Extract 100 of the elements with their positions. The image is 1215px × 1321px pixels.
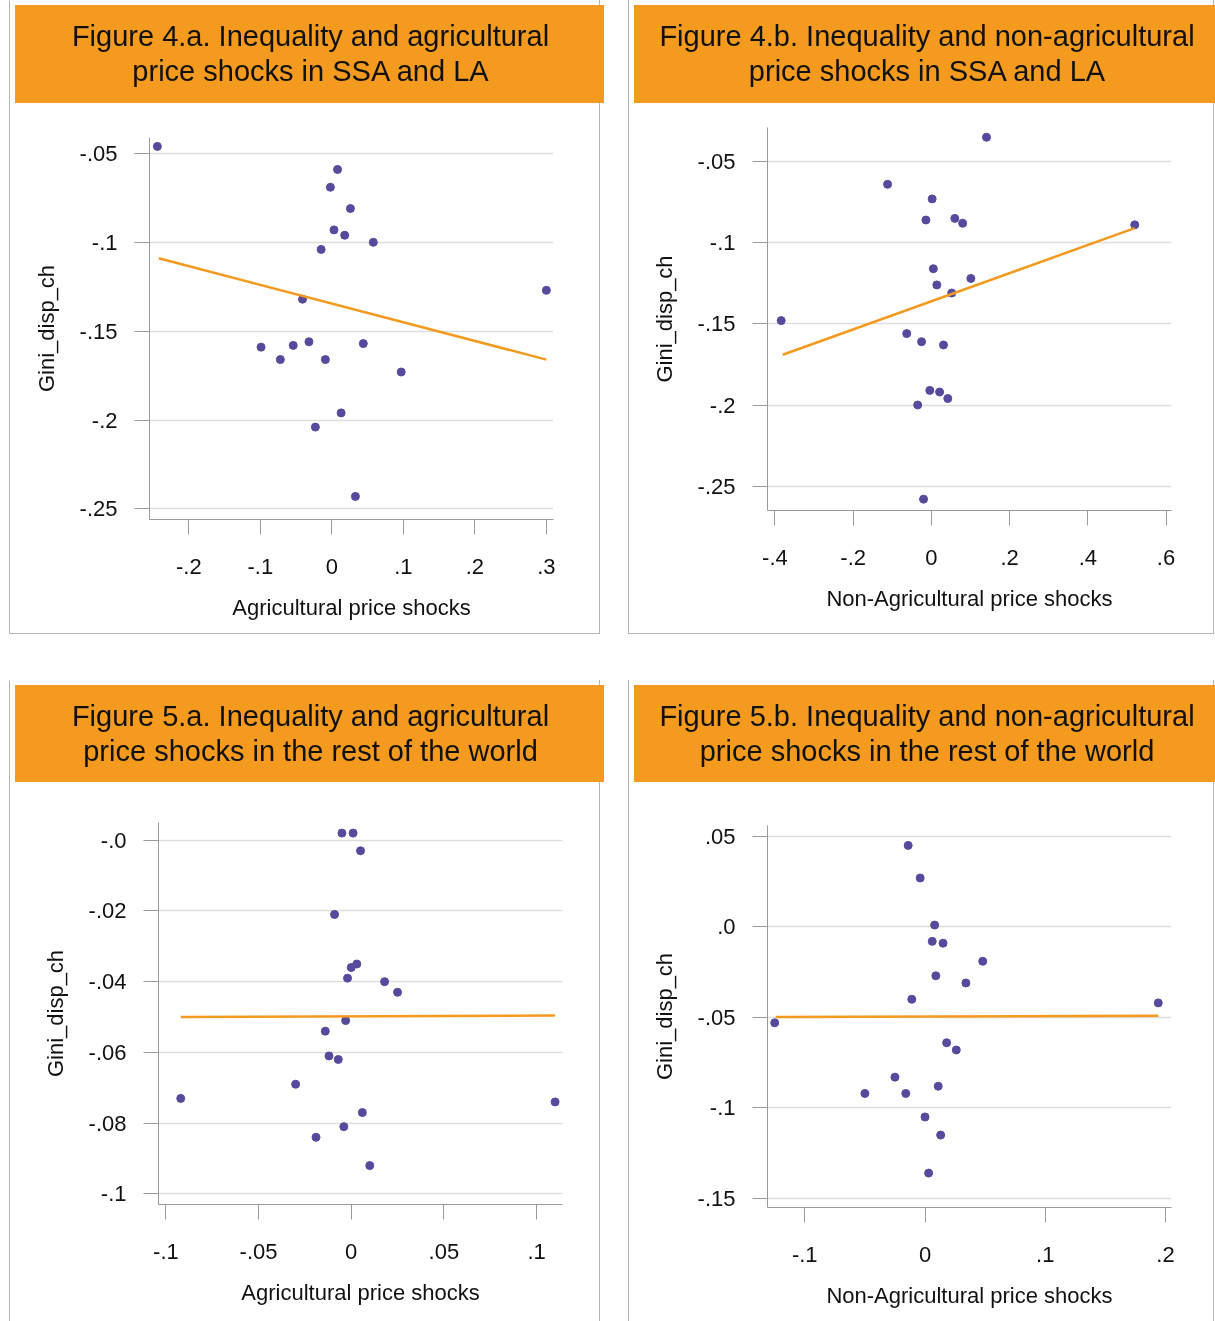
point (978, 956, 988, 966)
point (924, 1168, 934, 1178)
point (1153, 998, 1163, 1008)
point (925, 385, 935, 395)
x-axis-title: Non-Agricultural price shocks (826, 1282, 1113, 1308)
y-tick-label: -.0 (100, 827, 127, 853)
point (358, 339, 368, 349)
x-axis-title: Agricultural price shocks (241, 1279, 480, 1305)
point (345, 204, 355, 214)
point (890, 1072, 900, 1082)
y-tick-label: .0 (717, 914, 736, 940)
x-tick-label: .1 (1036, 1241, 1055, 1267)
chart-title: Figure 4.a. Inequality and agricultural price shocks in SSA and LA (15, 5, 606, 103)
y-tick-label: -.05 (697, 149, 736, 175)
y-tick-label: -.2 (91, 407, 118, 433)
x-tick-label: .1 (394, 553, 413, 579)
x-tick-label: -.4 (762, 544, 788, 570)
point (337, 828, 347, 838)
point (365, 1161, 375, 1171)
point (310, 422, 320, 432)
point (961, 978, 971, 988)
point (333, 1054, 343, 1064)
y-tick-label: -.15 (79, 318, 118, 344)
point (356, 846, 365, 856)
x-tick-label: .3 (537, 553, 556, 579)
x-tick-label: -.1 (247, 553, 274, 579)
point (325, 182, 335, 192)
point (901, 1088, 911, 1098)
point (930, 920, 940, 930)
y-tick-label: -.04 (88, 969, 127, 995)
point (343, 973, 353, 983)
point (333, 164, 343, 174)
point (920, 1112, 930, 1122)
y-tick-label: -.15 (697, 311, 736, 337)
x-tick-label: -.05 (239, 1238, 278, 1264)
x-axis-title: Agricultural price shocks (232, 594, 471, 620)
point (942, 1038, 952, 1048)
point (339, 1122, 349, 1132)
point (320, 355, 330, 365)
x-tick-label: .6 (1156, 544, 1176, 570)
y-tick-label: -.25 (697, 473, 736, 499)
point (304, 337, 314, 347)
point (936, 1130, 946, 1140)
x-tick-label: 0 (325, 553, 338, 579)
point (932, 280, 942, 290)
x-tick-label: .05 (428, 1238, 460, 1264)
point (902, 329, 912, 339)
point (340, 230, 350, 240)
point (770, 1018, 780, 1028)
point (541, 285, 551, 295)
point (311, 1132, 321, 1142)
point (776, 316, 786, 326)
y-tick-label: -.25 (79, 496, 118, 522)
point (938, 340, 948, 350)
y-tick-label: -.06 (88, 1039, 127, 1065)
y-tick-label: -.02 (88, 898, 127, 924)
point (350, 491, 360, 501)
point (951, 1045, 961, 1055)
x-tick-label: 0 (918, 1241, 932, 1267)
chart-title: Figure 5.a. Inequality and agricultural price shocks in the rest of the world (15, 685, 606, 782)
point (982, 132, 992, 142)
point (958, 218, 968, 228)
point (348, 828, 358, 838)
point (275, 355, 285, 365)
y-axis-title: Gini_disp_ch (33, 264, 59, 393)
point (320, 1026, 330, 1036)
point (919, 494, 929, 504)
y-axis-title: Gini_disp_ch (42, 949, 68, 1078)
y-tick-label: -.2 (709, 392, 736, 418)
point (966, 273, 976, 283)
x-tick-label: -.1 (153, 1238, 179, 1264)
point (928, 264, 938, 274)
y-tick-label: -.08 (88, 1110, 127, 1136)
x-tick-label: 0 (345, 1238, 358, 1264)
y-tick-label: -.1 (91, 229, 118, 255)
point (917, 337, 927, 347)
point (393, 987, 403, 997)
x-tick-label: -.1 (791, 1241, 818, 1267)
point (931, 971, 941, 981)
x-tick-label: .1 (527, 1238, 546, 1264)
point (357, 1108, 367, 1118)
y-axis-title: Gini_disp_ch (651, 255, 677, 383)
x-tick-label: .4 (1078, 544, 1097, 570)
y-tick-label: -.05 (697, 1004, 736, 1030)
y-tick-label: -.1 (709, 1095, 736, 1121)
point (396, 367, 406, 377)
x-tick-label: .2 (465, 553, 485, 579)
y-tick-label: .05 (704, 823, 736, 849)
point (336, 408, 346, 418)
y-tick-label: -.1 (100, 1181, 127, 1207)
point (907, 994, 917, 1004)
point (927, 936, 937, 946)
point (368, 237, 378, 247)
x-tick-label: -.2 (175, 553, 202, 579)
point (291, 1079, 301, 1089)
x-tick-label: -.2 (840, 544, 866, 570)
x-tick-label: .2 (1000, 544, 1019, 570)
point (316, 244, 326, 254)
chart-title: Figure 4.b. Inequality and non-agricultural price shocks in SSA and LA (634, 5, 1215, 103)
point (933, 1081, 943, 1091)
